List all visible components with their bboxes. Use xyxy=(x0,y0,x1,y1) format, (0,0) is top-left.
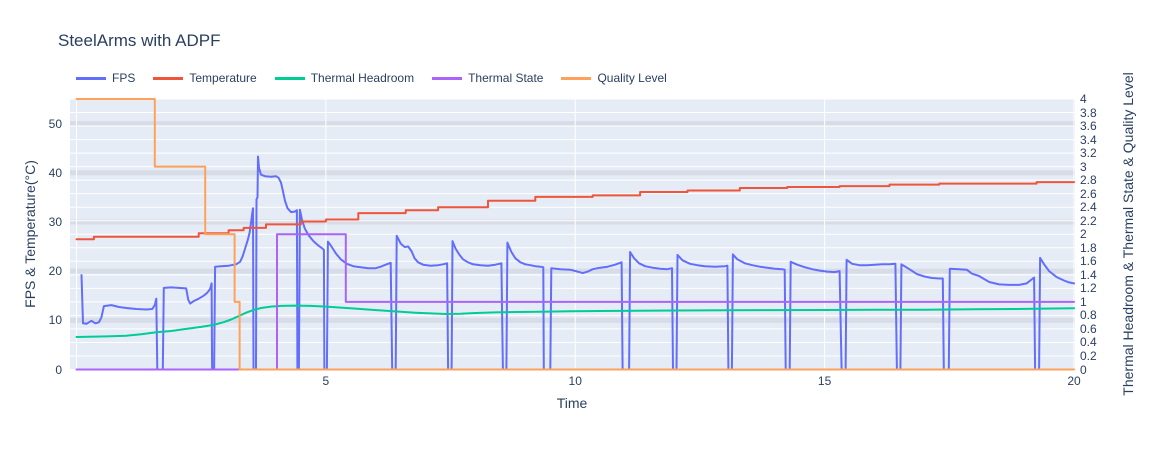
legend-swatch xyxy=(274,76,305,80)
y-right-tick-label: 1 xyxy=(1080,294,1087,309)
y-left-tick-label: 20 xyxy=(48,264,62,279)
y-left-tick-label: 10 xyxy=(48,313,62,328)
y-right-tick-label: 2.8 xyxy=(1080,173,1097,188)
legend-label: Thermal Headroom xyxy=(310,71,415,85)
series-lines xyxy=(75,98,1075,371)
x-tick-label: 10 xyxy=(568,374,582,388)
y-right-tick-label: 2 xyxy=(1080,227,1087,242)
y-right-tick-label: 0.4 xyxy=(1080,335,1097,350)
y-left-tick-label: 40 xyxy=(48,165,62,180)
legend-label: Thermal State xyxy=(468,71,544,85)
y-right-tick-label: 3 xyxy=(1080,159,1087,174)
x-tick-label: 20 xyxy=(1067,374,1081,388)
y-right-tick-label: 2.4 xyxy=(1080,200,1097,215)
legend-item-fps[interactable]: FPS xyxy=(76,71,135,85)
y-right-tick-label: 1.2 xyxy=(1080,281,1097,296)
legend-label: Quality Level xyxy=(597,71,667,85)
y-axis-left-title: FPS & Temperature(°C) xyxy=(22,160,38,308)
legend-item-quality-level[interactable]: Quality Level xyxy=(561,71,667,85)
y-right-tick-label: 3.6 xyxy=(1080,119,1097,134)
legend-swatch xyxy=(432,76,463,80)
y-left-tick-label: 0 xyxy=(55,362,62,377)
y-right-tick-label: 3.8 xyxy=(1080,105,1097,120)
x-tick-label: 5 xyxy=(322,374,330,388)
series-line-fps xyxy=(80,155,1075,371)
y-right-tick-label: 1.4 xyxy=(1080,267,1097,282)
y-left-tick-label: 50 xyxy=(48,116,62,131)
legend-item-thermal-headroom[interactable]: Thermal Headroom xyxy=(274,71,415,85)
y-right-tick-label: 1.6 xyxy=(1080,254,1097,269)
legend-swatch xyxy=(153,76,184,80)
y-left-tick-label: 30 xyxy=(48,214,62,229)
legend-label: FPS xyxy=(112,71,136,85)
y-right-tick-label: 4 xyxy=(1080,92,1087,106)
y-right-tick-label: 0.8 xyxy=(1080,308,1097,323)
y-right-tick-label: 0.6 xyxy=(1080,321,1097,336)
y-right-tick-label: 3.2 xyxy=(1080,146,1097,161)
x-tick-label: 15 xyxy=(817,374,832,388)
legend-item-temperature[interactable]: Temperature xyxy=(153,71,257,85)
legend-item-thermal-state[interactable]: Thermal State xyxy=(432,71,543,85)
series-line-thermal-headroom xyxy=(75,304,1075,338)
y-axis-right-title: Thermal Headroom & Thermal State & Quali… xyxy=(1120,72,1136,396)
legend-label: Temperature xyxy=(189,71,257,85)
legend: FPS Temperature Thermal Headroom Thermal St… xyxy=(76,71,667,85)
series-line-quality-level xyxy=(75,98,1075,371)
chart-title: SteelArms with ADPF xyxy=(58,31,221,50)
y-right-tick-label: 3.4 xyxy=(1080,132,1097,147)
y-right-tick-label: 0.2 xyxy=(1080,348,1097,363)
y-right-tick-label: 0 xyxy=(1080,362,1087,377)
x-axis-title: Time xyxy=(556,395,588,411)
y-right-tick-label: 2.6 xyxy=(1080,186,1097,201)
legend-swatch xyxy=(76,76,106,80)
legend-swatch xyxy=(561,76,592,80)
series-line-temperature xyxy=(75,181,1075,241)
y-right-tick-label: 2.2 xyxy=(1080,213,1097,228)
y-right-tick-label: 1.8 xyxy=(1080,240,1097,255)
